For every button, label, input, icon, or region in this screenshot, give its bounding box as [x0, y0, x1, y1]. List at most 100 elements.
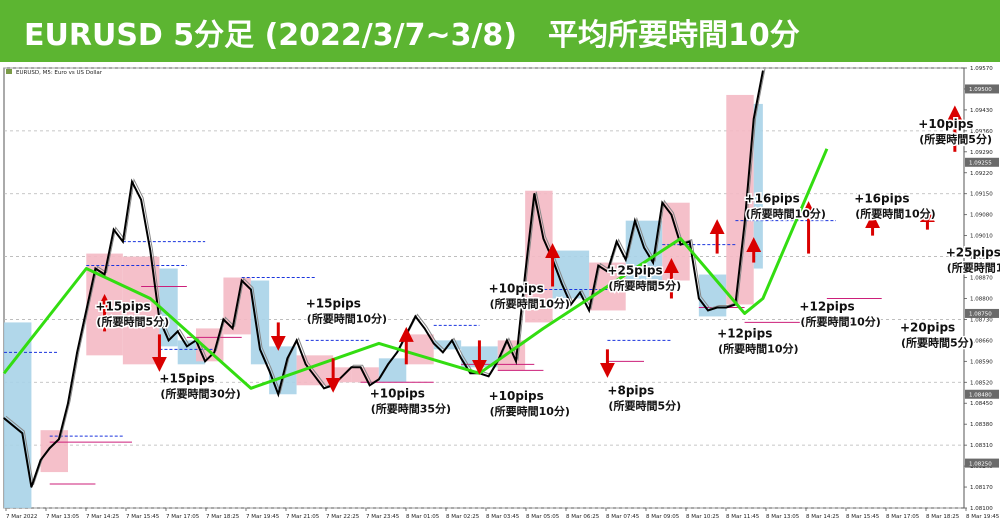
price-point: [707, 309, 709, 312]
price-point: [670, 213, 673, 216]
time-label: (所要時間35分): [371, 401, 451, 415]
x-tick-label: 8 Mar 02:25: [446, 514, 480, 520]
y-tick-label: 1.09150: [970, 192, 993, 198]
price-point: [762, 70, 764, 72]
pips-annotation: +12pips(所要時間10分): [716, 325, 800, 357]
pips-label: +10pips: [918, 117, 973, 131]
x-tick-label: 8 Mar 10:25: [686, 514, 720, 520]
x-tick-label: 8 Mar 15:45: [846, 514, 880, 520]
price-point: [716, 306, 718, 309]
price-point: [131, 180, 133, 183]
time-label: (所要時間10分): [718, 341, 798, 355]
y-tick-label: 1.08100: [970, 506, 993, 512]
y-tick-label: 1.09360: [970, 129, 993, 135]
pips-label: +20pips: [900, 320, 955, 334]
price-point: [542, 237, 545, 240]
price-point: [103, 273, 106, 276]
price-point: [231, 327, 234, 330]
chart-title: EURUSD 5分足 (2022/3/7~3/8): [24, 18, 518, 53]
pips-annotation: +15pips(所要時間10分): [304, 295, 388, 327]
price-point: [30, 486, 33, 488]
y-tick-label: 1.08660: [970, 338, 993, 344]
x-tick-label: 7 Mar 17:05: [166, 514, 200, 520]
time-label: (所要時間30分): [160, 386, 240, 400]
price-point: [432, 342, 435, 345]
price-point: [222, 318, 225, 321]
price-point: [423, 327, 426, 330]
x-tick-label: 7 Mar 18:25: [206, 514, 240, 520]
pips-annotation: +15pips(所要時間30分): [158, 370, 242, 402]
price-point: [39, 459, 42, 461]
price-point: [643, 246, 645, 249]
price-point: [396, 351, 398, 354]
y-tick-label: 1.09010: [970, 234, 993, 240]
title-banner: EURUSD 5分足 (2022/3/7~3/8) 平均所要時間10分: [0, 0, 1000, 62]
price-point: [85, 309, 88, 312]
x-tick-label: 7 Mar 21:05: [286, 514, 320, 520]
symbol-icon: [6, 69, 12, 74]
x-tick-label: 8 Mar 03:45: [486, 514, 520, 520]
price-point: [167, 339, 170, 342]
price-point: [94, 267, 97, 270]
time-label: (所要時間10分): [855, 207, 935, 221]
pips-annotation: +10pips(所要時間10分): [487, 280, 571, 312]
price-point: [752, 118, 755, 120]
pips-label: +12pips: [799, 299, 854, 313]
price-point: [268, 369, 270, 372]
y-tick-label: 1.08380: [970, 422, 993, 428]
price-point: [487, 375, 490, 378]
price-point: [240, 279, 243, 282]
price-point: [176, 330, 179, 333]
pips-label: +10pips: [489, 389, 544, 403]
price-tag-box: [965, 458, 999, 468]
bullish-box: [40, 430, 68, 473]
bearish-box: [269, 346, 297, 395]
pips-label: +8pips: [607, 383, 654, 397]
time-label: (所要時間10分): [800, 314, 880, 328]
price-tag-box: [965, 84, 999, 94]
pips-annotation: +15pips(所要時間5分): [94, 298, 171, 330]
y-tick-label: 1.09570: [970, 66, 993, 72]
x-tick-label: 8 Mar 13:05: [766, 514, 800, 520]
time-label: (所要時間10分): [307, 311, 387, 325]
pips-annotation: +16pips(所要時間10分): [743, 190, 827, 222]
price-point: [606, 270, 609, 273]
time-label: (所要時間5分): [919, 132, 992, 146]
price-point: [149, 249, 152, 252]
pips-label: +16pips: [854, 192, 909, 206]
pips-annotation: +8pips(所要時間5分): [606, 382, 683, 414]
pips-annotation: +25pips(所要時間10分): [944, 244, 1000, 276]
y-tick-label: 1.08590: [970, 359, 993, 365]
y-tick-label: 1.08800: [970, 296, 993, 302]
time-label: (所要時間10分): [490, 296, 570, 310]
price-point: [3, 417, 5, 420]
time-label: (所要時間5分): [608, 398, 681, 412]
time-label: (所要時間5分): [96, 314, 169, 328]
y-tick-label: 1.08310: [970, 443, 993, 449]
price-point: [570, 303, 572, 306]
price-point: [48, 447, 51, 449]
price-point: [442, 351, 444, 354]
pips-annotation: +10pips(所要時間5分): [917, 115, 994, 147]
y-tick-label: 1.08940: [970, 255, 993, 261]
price-point: [451, 339, 453, 342]
price-point: [158, 318, 161, 321]
x-tick-label: 8 Mar 07:45: [606, 514, 640, 520]
price-point: [560, 282, 563, 285]
price-point: [314, 375, 316, 378]
y-tick-label: 1.09430: [970, 108, 993, 114]
time-label: (所要時間10分): [490, 404, 570, 418]
x-tick-label: 8 Mar 19:45: [966, 514, 1000, 520]
time-label: (所要時間5分): [608, 279, 681, 293]
price-point: [725, 306, 728, 309]
bearish-box: [4, 322, 32, 508]
bearish-box: [159, 268, 178, 347]
price-point: [368, 384, 371, 387]
price-point: [652, 261, 654, 264]
x-tick-label: 7 Mar 15:45: [126, 514, 160, 520]
pips-label: +25pips: [607, 264, 662, 278]
x-tick-label: 7 Mar 23:45: [366, 514, 400, 520]
x-tick-label: 8 Mar 01:05: [406, 514, 440, 520]
price-point: [323, 387, 325, 390]
price-point: [588, 309, 590, 312]
